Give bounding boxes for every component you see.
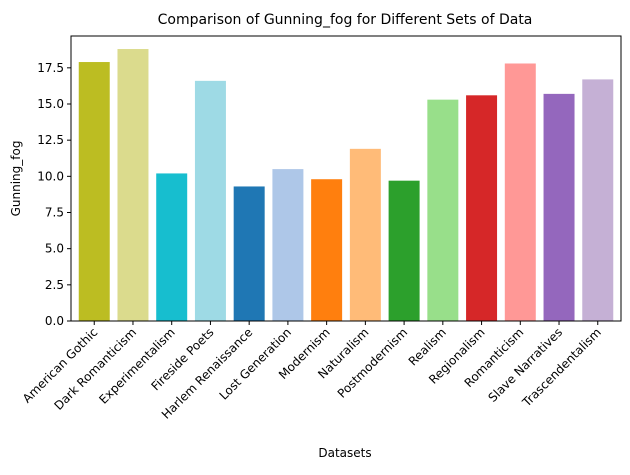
y-tick-label: 2.5: [45, 278, 64, 292]
bars-group: [78, 49, 614, 322]
bar-trascendentalism: [582, 79, 614, 322]
y-tick-label: 0.0: [45, 314, 64, 328]
y-tick-label: 5.0: [45, 242, 64, 256]
y-axis-ticks: 0.0 2.5 5.0 7.5 10.0 12.5 15.0 17.5: [37, 61, 71, 328]
x-axis-title: Datasets: [318, 446, 371, 460]
bar-american-gothic: [78, 62, 110, 321]
y-tick-label: 7.5: [45, 205, 64, 219]
bar-modernism: [311, 179, 343, 321]
bar-lost-generation: [272, 169, 304, 321]
bar-regionalism: [466, 95, 498, 321]
chart-title: Comparison of Gunning_fog for Different …: [158, 12, 533, 28]
bar-fireside-poets: [194, 80, 226, 321]
y-tick-label: 17.5: [37, 61, 64, 75]
y-axis-title: Gunning_fog: [9, 141, 23, 217]
bar-experimentalism: [156, 173, 188, 321]
bar-slave-narratives: [543, 93, 575, 322]
x-tick-label: Postmodernism: [335, 325, 410, 400]
bar-romanticism: [504, 63, 536, 322]
y-tick-label: 10.0: [37, 169, 64, 183]
y-tick-label: 15.0: [37, 97, 64, 111]
plot-frame: [70, 35, 622, 322]
x-tick-label: Lost Generation: [217, 325, 294, 402]
bar-dark-romanticism: [117, 49, 149, 322]
bar-naturalism: [349, 148, 381, 321]
bar-postmodernism: [388, 180, 420, 321]
bar-realism: [427, 99, 459, 322]
y-tick-label: 12.5: [37, 133, 64, 147]
bar-harlem-renaissance: [233, 186, 265, 321]
